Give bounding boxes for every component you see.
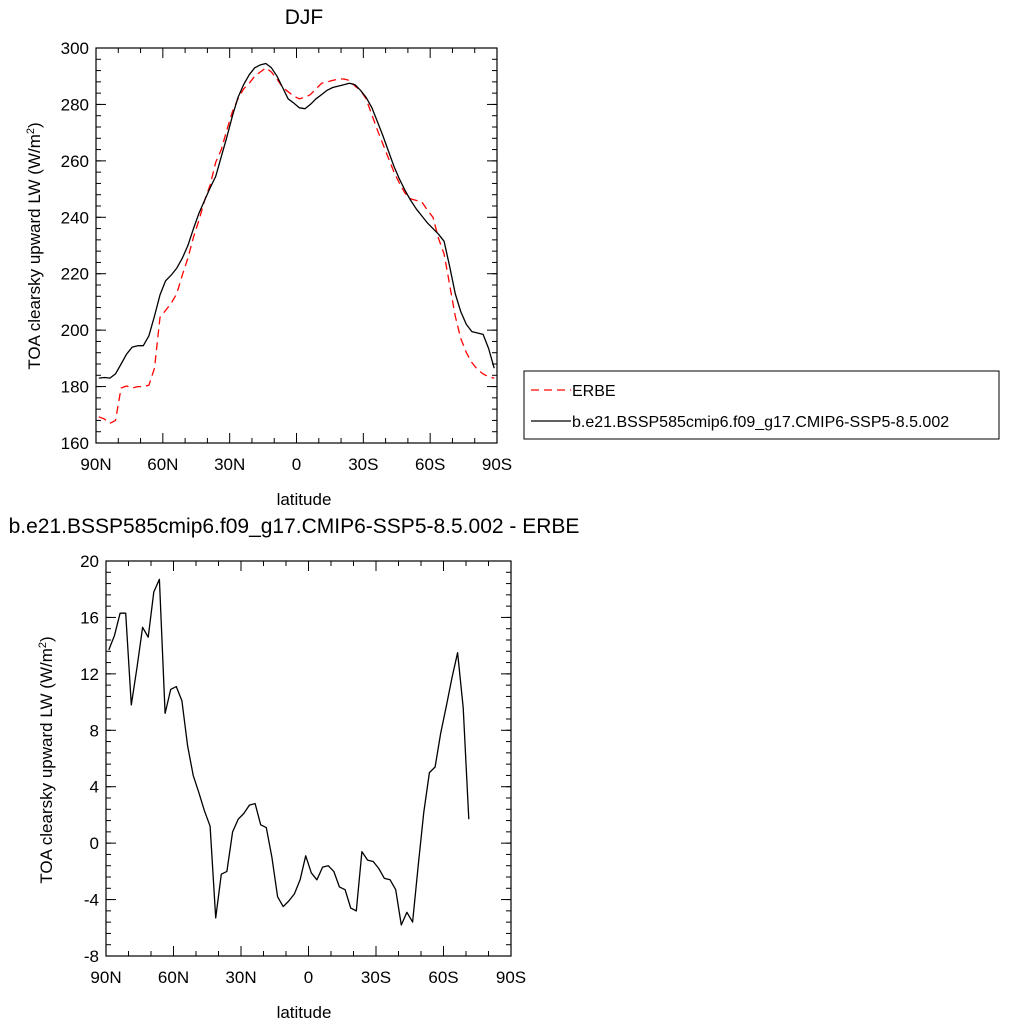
x-tick-label: 60S — [428, 968, 458, 987]
x-tick-label: 30N — [225, 968, 256, 987]
chart-title: DJF — [285, 6, 324, 29]
x-axis-label: latitude — [277, 490, 332, 509]
y-tick-label: 280 — [61, 95, 89, 114]
series-lines — [98, 62, 495, 424]
x-tick-label: 90S — [482, 455, 512, 474]
chart-title: b.e21.BSSP585cmip6.f09_g17.CMIP6-SSP5-8.… — [9, 515, 580, 538]
legend-box — [523, 370, 1000, 440]
y-axis-label: TOA clearsky upward LW (W/m2) — [25, 122, 44, 369]
y-tick-label: 220 — [61, 265, 89, 284]
y-tick-label: 16 — [80, 608, 99, 627]
x-tick-label: 90N — [80, 455, 111, 474]
x-tick-label: 60N — [147, 455, 178, 474]
y-tick-label: 12 — [80, 665, 99, 684]
y-tick-label: -4 — [84, 891, 99, 910]
y-tick-label: 240 — [61, 208, 89, 227]
x-axis-label: latitude — [277, 1003, 332, 1022]
x-tick-label: 60S — [415, 455, 445, 474]
y-tick-label: 300 — [61, 39, 89, 58]
series-lines — [108, 578, 470, 926]
x-tick-label: 0 — [292, 455, 301, 474]
x-tick-label: 30S — [361, 968, 391, 987]
plot-frame — [95, 47, 498, 444]
axis-ticks: 90N 60N 30N 0 30S 60S 90S 160 180 200 220 240 260 280… — [61, 39, 513, 474]
y-tick-label: 260 — [61, 152, 89, 171]
legend-entry-erbe: ERBE — [572, 383, 616, 400]
x-tick-label: 30S — [348, 455, 378, 474]
y-axis-label-main: TOA clearsky upward LW (W/m — [37, 648, 56, 884]
y-tick-label: 0 — [90, 834, 99, 853]
climatology-panel: DJF 90N 60N 30N 0 30S 60S 90S 160 180 200 220 240 26… — [25, 6, 512, 509]
x-tick-label: 60N — [158, 968, 189, 987]
plot-frame — [105, 560, 512, 957]
y-axis-label-tail: ) — [25, 122, 44, 128]
y-tick-label: -8 — [84, 947, 99, 966]
y-tick-label: 4 — [90, 778, 99, 797]
series-line-0 — [98, 67, 495, 424]
y-tick-label: 180 — [61, 378, 89, 397]
y-tick-label: 8 — [90, 721, 99, 740]
legend: ERBE b.e21.BSSP585cmip6.f09_g17.CMIP6-SS… — [523, 370, 1000, 440]
difference-panel: b.e21.BSSP585cmip6.f09_g17.CMIP6-SSP5-8.… — [9, 515, 580, 1022]
x-tick-label: 90N — [90, 968, 121, 987]
x-tick-label: 30N — [214, 455, 245, 474]
y-axis-label-sup: 2 — [25, 128, 37, 134]
y-axis-label-main: TOA clearsky upward LW (W/m — [25, 134, 44, 370]
y-axis-label-tail: ) — [37, 636, 56, 642]
y-tick-label: 200 — [61, 321, 89, 340]
y-tick-label: 20 — [80, 552, 99, 571]
series-line-0 — [108, 578, 470, 926]
y-axis-label-sup: 2 — [37, 642, 49, 648]
x-tick-label: 0 — [304, 968, 313, 987]
y-tick-label: 160 — [61, 434, 89, 453]
legend-entry-model: b.e21.BSSP585cmip6.f09_g17.CMIP6-SSP5-8.… — [572, 414, 949, 431]
y-axis-label: TOA clearsky upward LW (W/m2) — [37, 636, 56, 883]
x-tick-label: 90S — [496, 968, 526, 987]
series-line-1 — [98, 62, 495, 379]
axis-ticks: 90N 60N 30N 0 30S 60S 90S -8 -4 0 4 8 12 16 20 — [80, 552, 526, 987]
